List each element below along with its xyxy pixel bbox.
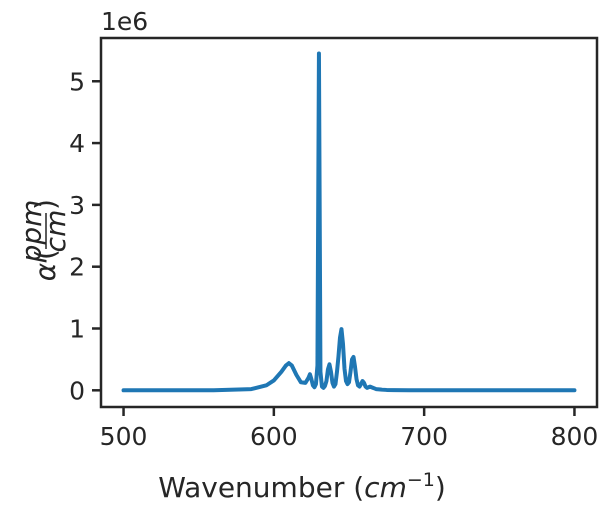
x-tick-label: 800 xyxy=(551,422,599,451)
x-axis-unit-exp: −1 xyxy=(407,469,435,491)
x-axis-label-text: Wavenumber xyxy=(158,471,345,504)
y-axis-numerator: ppm xyxy=(15,200,48,264)
y-tick-label: 0 xyxy=(69,376,85,405)
y-tick-label: 4 xyxy=(69,129,85,158)
y-axis-ticks: 0 1 2 3 4 5 xyxy=(69,67,101,405)
y-axis-close-paren: ) xyxy=(29,199,62,210)
y-tick-label: 3 xyxy=(69,191,85,220)
x-tick-label: 600 xyxy=(250,422,298,451)
plot-area xyxy=(121,51,577,393)
y-tick-label: 1 xyxy=(69,315,85,344)
y-axis-open-paren: ( xyxy=(29,249,62,260)
x-axis-ticks: 500 600 700 800 xyxy=(100,407,599,451)
y-axis-denominator: cm xyxy=(39,210,72,253)
x-tick-label: 500 xyxy=(100,422,148,451)
y-tick-label: 5 xyxy=(69,67,85,96)
x-axis-label: Wavenumber (cm−1) xyxy=(158,469,446,504)
y-axis-label: α ( ppm cm ) xyxy=(15,199,72,281)
x-tick-label: 700 xyxy=(400,422,448,451)
y-axis-symbol: α xyxy=(29,262,62,281)
x-axis-unit-base: cm xyxy=(364,471,407,504)
axes-frame xyxy=(99,36,599,409)
y-tick-label: 2 xyxy=(69,253,85,282)
y-offset-label: 1e6 xyxy=(101,7,148,36)
series-line-0 xyxy=(121,51,577,393)
